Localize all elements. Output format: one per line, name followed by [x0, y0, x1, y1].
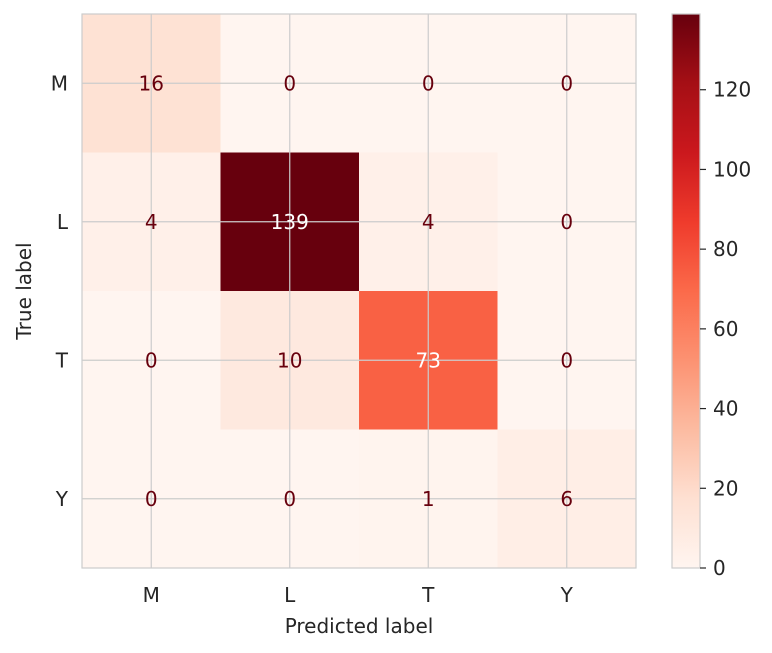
- heatmap-gridlines: [82, 14, 636, 568]
- cell-value-label: 6: [560, 487, 573, 511]
- cell-value-labels: 16 0 0 04 139 4 00 10 73 00 0 1 6: [139, 71, 574, 511]
- x-tick-label: Y: [560, 583, 574, 607]
- colorbar-frame: [671, 13, 701, 569]
- colorbar-tick-label: 40: [713, 397, 738, 421]
- y-tick-label: Y: [55, 487, 69, 511]
- cell-value-label: 0: [422, 71, 435, 95]
- y-tick-label: L: [57, 210, 69, 234]
- cell-value-label: 0: [283, 487, 296, 511]
- y-tick-label: T: [55, 348, 69, 372]
- colorbar-tick-label: 80: [713, 237, 738, 261]
- y-tick-labels: M L T Y: [51, 71, 69, 511]
- heatmap-cells: [82, 14, 637, 569]
- cell-value-label: 0: [283, 71, 296, 95]
- x-tick-label: M: [143, 583, 160, 607]
- cell-value-label: 0: [560, 348, 573, 372]
- x-axis-label: Predicted label: [285, 614, 434, 638]
- colorbar-tick-label: 20: [713, 476, 738, 500]
- cell-value-label: 16: [139, 71, 164, 95]
- colorbar-tick-label: 0: [713, 556, 726, 580]
- cell-value-label: 4: [145, 210, 158, 234]
- plot-frame: [81, 13, 637, 569]
- y-tick-label: M: [51, 71, 68, 95]
- colorbar-ticks: 0 20 40 60 80 100 120: [700, 78, 751, 580]
- cell-value-label: 0: [145, 348, 158, 372]
- cell-value-label: 4: [422, 210, 435, 234]
- x-tick-label: L: [284, 583, 296, 607]
- y-axis-label: True label: [12, 242, 36, 340]
- cell-value-label: 10: [277, 348, 302, 372]
- colorbar: [672, 14, 700, 568]
- cell-value-label: 0: [145, 487, 158, 511]
- x-tick-label: T: [421, 583, 435, 607]
- colorbar-tick-label: 100: [713, 157, 751, 181]
- cell-value-label: 139: [271, 210, 309, 234]
- cell-value-label: 0: [560, 71, 573, 95]
- colorbar-tick-label: 60: [713, 317, 738, 341]
- cell-value-label: 1: [422, 487, 435, 511]
- cell-value-label: 73: [416, 348, 441, 372]
- cell-value-label: 0: [560, 210, 573, 234]
- colorbar-tick-label: 120: [713, 78, 751, 102]
